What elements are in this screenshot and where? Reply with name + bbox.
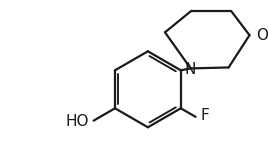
- Text: O: O: [256, 28, 268, 43]
- Text: N: N: [185, 62, 196, 77]
- Text: HO: HO: [65, 114, 89, 129]
- Text: F: F: [200, 108, 209, 123]
